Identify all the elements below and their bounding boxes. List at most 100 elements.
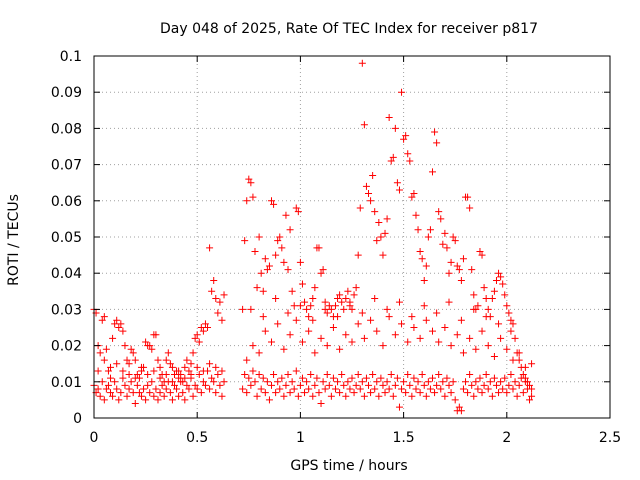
data-point — [185, 385, 193, 393]
data-point — [416, 389, 424, 397]
data-point — [490, 374, 498, 382]
data-point — [280, 258, 288, 266]
data-point — [478, 389, 486, 397]
data-point — [528, 360, 536, 368]
data-point — [509, 356, 517, 364]
data-point — [288, 287, 296, 295]
data-point — [123, 356, 131, 364]
data-point — [150, 367, 158, 375]
data-point — [100, 313, 108, 321]
data-point — [109, 334, 117, 342]
data-point — [104, 381, 112, 389]
data-point — [319, 378, 327, 386]
data-point — [470, 392, 478, 400]
data-point — [373, 378, 381, 386]
data-point — [340, 305, 348, 313]
data-point — [154, 356, 162, 364]
data-point — [259, 287, 267, 295]
data-point — [164, 349, 172, 357]
data-point — [515, 349, 523, 357]
data-point — [507, 316, 515, 324]
data-point — [107, 374, 115, 382]
data-point — [212, 363, 220, 371]
data-point — [526, 396, 534, 404]
data-point — [261, 255, 269, 263]
data-point — [453, 262, 461, 270]
data-point — [495, 320, 503, 328]
x-tick-label: 1 — [296, 430, 305, 446]
data-point — [426, 385, 434, 393]
data-point — [278, 244, 286, 252]
data-point — [402, 389, 410, 397]
data-point — [404, 371, 412, 379]
data-point — [251, 378, 259, 386]
data-point — [338, 371, 346, 379]
data-point — [307, 302, 315, 310]
data-point — [142, 396, 150, 404]
data-point — [303, 305, 311, 313]
data-point — [160, 392, 168, 400]
data-point — [395, 186, 403, 194]
data-point — [113, 385, 121, 393]
data-point — [206, 360, 214, 368]
data-point — [185, 367, 193, 375]
data-point — [218, 392, 226, 400]
gridlines — [94, 56, 610, 418]
data-point — [385, 313, 393, 321]
data-point — [391, 381, 399, 389]
data-point — [321, 305, 329, 313]
data-point — [334, 378, 342, 386]
data-point — [191, 334, 199, 342]
data-point — [336, 291, 344, 299]
data-point — [137, 363, 145, 371]
data-point — [255, 371, 263, 379]
data-point — [294, 392, 302, 400]
data-point — [323, 342, 331, 350]
data-point — [478, 327, 486, 335]
data-point — [125, 371, 133, 379]
data-point — [451, 237, 459, 245]
data-point — [168, 378, 176, 386]
data-point — [125, 385, 133, 393]
data-point — [416, 334, 424, 342]
data-point — [274, 320, 282, 328]
data-point — [482, 371, 490, 379]
data-point — [499, 280, 507, 288]
y-tick-label: 0.02 — [51, 339, 82, 355]
data-point — [369, 171, 377, 179]
data-point — [257, 385, 265, 393]
data-point — [334, 313, 342, 321]
y-tick-label: 0.06 — [51, 194, 82, 210]
data-point — [315, 244, 323, 252]
x-axis-label: GPS time / hours — [290, 458, 407, 474]
data-point — [515, 381, 523, 389]
data-point — [197, 324, 205, 331]
data-point — [393, 374, 401, 382]
data-point — [193, 363, 201, 371]
data-point — [214, 309, 222, 317]
data-point — [125, 360, 133, 368]
data-point — [441, 392, 449, 400]
y-tick-label: 0.08 — [51, 121, 82, 137]
data-point — [189, 392, 197, 400]
data-point — [288, 378, 296, 386]
x-tick-label: 2.5 — [599, 430, 621, 446]
data-point — [241, 237, 249, 245]
data-point — [187, 371, 195, 379]
data-point — [253, 284, 261, 292]
data-point — [482, 295, 490, 303]
data-point — [257, 269, 265, 277]
data-point — [490, 352, 498, 360]
data-point — [385, 114, 393, 122]
data-point — [437, 385, 445, 393]
data-point — [420, 302, 428, 310]
data-point — [459, 349, 467, 357]
data-point — [96, 392, 104, 400]
data-point — [181, 363, 189, 371]
data-point — [414, 226, 422, 234]
data-point — [183, 356, 191, 364]
data-point — [307, 371, 315, 379]
data-point — [111, 378, 119, 386]
data-point — [272, 295, 280, 303]
